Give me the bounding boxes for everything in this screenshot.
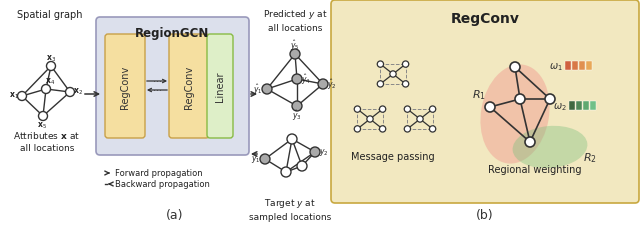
Text: Target $y$ at
sampled locations: Target $y$ at sampled locations (249, 196, 331, 221)
Circle shape (262, 85, 272, 95)
Bar (590, 101, 596, 111)
Bar (583, 101, 589, 111)
Text: $y_1$: $y_1$ (252, 154, 260, 165)
Circle shape (404, 126, 410, 132)
Circle shape (515, 95, 525, 105)
Circle shape (318, 80, 328, 90)
Circle shape (65, 88, 74, 97)
Circle shape (545, 95, 555, 105)
Text: $y_2$: $y_2$ (319, 147, 329, 158)
Circle shape (403, 62, 409, 68)
Circle shape (510, 63, 520, 73)
Text: $\mathbf{x}_4$: $\mathbf{x}_4$ (45, 76, 55, 87)
FancyBboxPatch shape (207, 35, 233, 138)
Ellipse shape (513, 126, 588, 169)
Circle shape (367, 116, 373, 123)
Text: $\mathbf{x}_1$: $\mathbf{x}_1$ (9, 90, 19, 101)
Circle shape (281, 167, 291, 177)
Circle shape (310, 147, 320, 157)
Circle shape (380, 126, 386, 132)
Text: (b): (b) (476, 208, 494, 221)
Text: $R_1$: $R_1$ (472, 88, 486, 101)
Circle shape (403, 81, 409, 88)
Text: $\omega_2$: $\omega_2$ (554, 101, 567, 112)
Text: $R_2$: $R_2$ (583, 150, 597, 164)
Circle shape (287, 134, 297, 144)
Circle shape (377, 81, 383, 88)
Text: Forward propagation: Forward propagation (115, 169, 203, 178)
Text: Spatial graph: Spatial graph (17, 10, 83, 20)
Circle shape (390, 71, 396, 78)
Text: RegionGCN: RegionGCN (135, 26, 210, 39)
Text: Attributes $\mathbf{x}$ at
all locations: Attributes $\mathbf{x}$ at all locations (13, 129, 81, 153)
Circle shape (429, 126, 436, 132)
Circle shape (380, 106, 386, 113)
Bar (569, 101, 575, 111)
Circle shape (525, 137, 535, 147)
Circle shape (429, 106, 436, 113)
Circle shape (355, 126, 360, 132)
Circle shape (404, 106, 410, 113)
Text: Predicted $y$ at
all locations: Predicted $y$ at all locations (263, 8, 327, 33)
Text: $\hat{y}_3$: $\hat{y}_3$ (292, 108, 302, 123)
Circle shape (417, 116, 423, 123)
FancyBboxPatch shape (331, 1, 639, 203)
Circle shape (377, 62, 383, 68)
Circle shape (485, 103, 495, 112)
Text: Backward propagation: Backward propagation (115, 180, 210, 189)
Bar (565, 62, 571, 71)
Text: $\mathbf{x}_3$: $\mathbf{x}_3$ (46, 54, 56, 64)
Ellipse shape (481, 65, 550, 164)
Circle shape (290, 50, 300, 60)
Circle shape (260, 154, 270, 164)
Circle shape (38, 112, 47, 121)
Text: (a): (a) (166, 208, 184, 221)
Text: ···: ··· (152, 77, 161, 87)
Circle shape (355, 106, 360, 113)
Text: RegConv: RegConv (120, 65, 130, 108)
Text: $\hat{y}_4$: $\hat{y}_4$ (301, 72, 311, 87)
Circle shape (47, 62, 56, 71)
Text: RegConv: RegConv (451, 12, 520, 26)
FancyBboxPatch shape (96, 18, 249, 155)
Circle shape (17, 92, 26, 101)
Circle shape (297, 161, 307, 171)
Circle shape (292, 75, 302, 85)
Bar (572, 62, 578, 71)
Bar (579, 62, 585, 71)
Text: Regional weighting: Regional weighting (488, 164, 582, 174)
FancyBboxPatch shape (105, 35, 145, 138)
Text: $\omega_1$: $\omega_1$ (549, 61, 563, 73)
Bar (586, 62, 592, 71)
Bar (576, 101, 582, 111)
Text: $\hat{y}_2$: $\hat{y}_2$ (327, 77, 337, 92)
Circle shape (292, 101, 302, 112)
Text: ···: ··· (152, 86, 161, 95)
Text: Message passing: Message passing (351, 151, 435, 161)
Text: $\hat{y}_1$: $\hat{y}_1$ (253, 82, 263, 97)
FancyBboxPatch shape (169, 35, 209, 138)
Text: RegConv: RegConv (184, 65, 194, 108)
Text: $\mathbf{x}_2$: $\mathbf{x}_2$ (73, 86, 83, 97)
Text: Linear: Linear (215, 71, 225, 102)
Text: $\mathbf{x}_5$: $\mathbf{x}_5$ (37, 120, 47, 131)
Text: $\hat{y}_5$: $\hat{y}_5$ (290, 39, 300, 53)
Circle shape (42, 85, 51, 94)
